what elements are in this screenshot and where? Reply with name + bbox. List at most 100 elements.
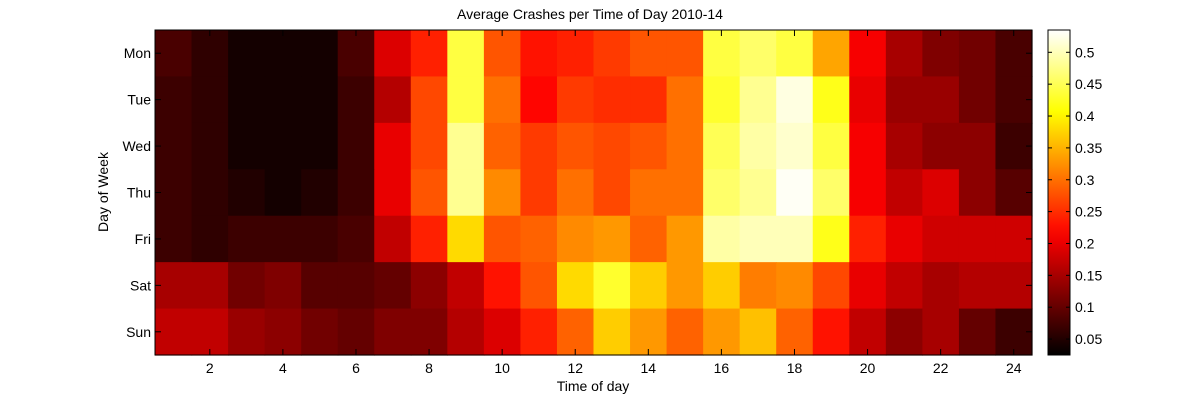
heatmap-cell xyxy=(885,308,923,356)
heatmap-cell xyxy=(812,169,850,217)
heatmap-cell xyxy=(191,76,229,124)
heatmap-cell xyxy=(374,122,412,170)
heatmap-cell xyxy=(703,262,741,310)
x-axis-label: Time of day xyxy=(557,378,630,394)
heatmap-cell xyxy=(410,308,448,356)
heatmap-cell xyxy=(447,262,485,310)
heatmap-cell xyxy=(374,308,412,356)
colorbar-tick-label: 0.4 xyxy=(1075,108,1095,124)
heatmap-cell xyxy=(666,76,704,124)
heatmap-cell xyxy=(556,76,595,124)
heatmap-cell xyxy=(483,169,522,217)
heatmap-cell xyxy=(776,215,814,263)
heatmap-cell xyxy=(447,308,485,356)
heatmap-cell xyxy=(958,169,997,217)
heatmap-cell xyxy=(776,76,814,124)
heatmap-cell xyxy=(666,308,704,356)
heatmap-cell xyxy=(630,308,668,356)
heatmap-cell xyxy=(447,169,485,217)
heatmap-cell xyxy=(483,308,522,356)
heatmap-cell xyxy=(228,215,266,263)
colorbar-tick-label: 0.1 xyxy=(1075,299,1095,315)
heatmap-cell xyxy=(410,262,448,310)
heatmap-cell xyxy=(483,122,522,170)
x-tick-label: 14 xyxy=(641,360,657,376)
heatmap-cell xyxy=(301,262,339,310)
y-axis-ticks: Mon Tue Wed Thu Fri Sat Sun xyxy=(122,45,1032,340)
heatmap-cell xyxy=(410,169,448,217)
heatmap-cell xyxy=(264,122,302,170)
heatmap-cell xyxy=(885,30,923,78)
colorbar-tick-label: 0.45 xyxy=(1075,76,1102,92)
y-axis-label: Day of Week xyxy=(95,151,111,232)
heatmap-cell xyxy=(447,122,485,170)
heatmap-cell xyxy=(776,169,814,217)
heatmap-cell xyxy=(739,308,777,356)
heatmap-cell xyxy=(264,30,302,78)
heatmap-cell xyxy=(337,169,375,217)
heatmap-cell xyxy=(593,262,631,310)
heatmap-cell xyxy=(922,308,960,356)
y-tick-label: Thu xyxy=(127,185,151,201)
heatmap-cell xyxy=(739,169,777,217)
colorbar-tick-label: 0.05 xyxy=(1075,331,1102,347)
heatmap-cell xyxy=(666,122,704,170)
heatmap-cell xyxy=(703,215,741,263)
heatmap-cell xyxy=(155,76,193,124)
x-tick-label: 22 xyxy=(933,360,949,376)
heatmap-cell xyxy=(885,262,923,310)
heatmap-cell xyxy=(812,215,850,263)
x-tick-label: 4 xyxy=(279,360,287,376)
heatmap-cell xyxy=(520,215,558,263)
heatmap-cell xyxy=(958,215,997,263)
colorbar-ticks: 0.05 0.1 0.15 0.2 0.25 0.3 0.35 0.4 0.45 0.5 xyxy=(1048,44,1102,347)
heatmap-cell xyxy=(812,122,850,170)
chart-title: Average Crashes per Time of Day 2010-14 xyxy=(457,6,723,22)
heatmap-cell xyxy=(483,262,522,310)
heatmap-cell xyxy=(958,262,997,310)
x-tick-label: 10 xyxy=(494,360,510,376)
heatmap-cell xyxy=(812,30,850,78)
heatmap-cell xyxy=(812,76,850,124)
heatmap-cell xyxy=(703,169,741,217)
heatmap-cell xyxy=(264,262,302,310)
heatmap-cell xyxy=(922,169,960,217)
heatmap-cell xyxy=(593,76,631,124)
heatmap-cell xyxy=(739,215,777,263)
heatmap-cell xyxy=(922,215,960,263)
x-tick-label: 12 xyxy=(567,360,583,376)
heatmap-cell xyxy=(556,308,595,356)
heatmap-cell xyxy=(301,30,339,78)
heatmap-cell xyxy=(922,76,960,124)
heatmap-cell xyxy=(155,215,193,263)
heatmap-cell xyxy=(703,122,741,170)
heatmap-cell xyxy=(630,169,668,217)
heatmap-cell xyxy=(812,308,850,356)
heatmap-cell xyxy=(301,215,339,263)
heatmap-cell xyxy=(666,30,704,78)
heatmap-cell xyxy=(337,122,375,170)
heatmap-cell xyxy=(556,30,595,78)
y-tick-label: Fri xyxy=(135,231,151,247)
heatmap-cell xyxy=(374,76,412,124)
heatmap-cell xyxy=(155,262,193,310)
y-tick-label: Wed xyxy=(122,138,151,154)
heatmap-cell xyxy=(703,30,741,78)
heatmap-cell xyxy=(228,262,266,310)
heatmap-cell xyxy=(264,76,302,124)
heatmap-cell xyxy=(520,76,558,124)
heatmap-cell xyxy=(191,122,229,170)
heatmap-cell xyxy=(264,215,302,263)
heatmap-cell xyxy=(191,30,229,78)
heatmap-cell xyxy=(776,308,814,356)
heatmap-cell xyxy=(958,122,997,170)
heatmap-cell xyxy=(739,30,777,78)
heatmap-cell xyxy=(410,215,448,263)
heatmap-cell xyxy=(228,122,266,170)
heatmap-cell xyxy=(191,215,229,263)
heatmap-cell xyxy=(593,169,631,217)
heatmap-cell xyxy=(228,30,266,78)
heatmap-cell xyxy=(666,169,704,217)
heatmap-cell xyxy=(849,308,887,356)
